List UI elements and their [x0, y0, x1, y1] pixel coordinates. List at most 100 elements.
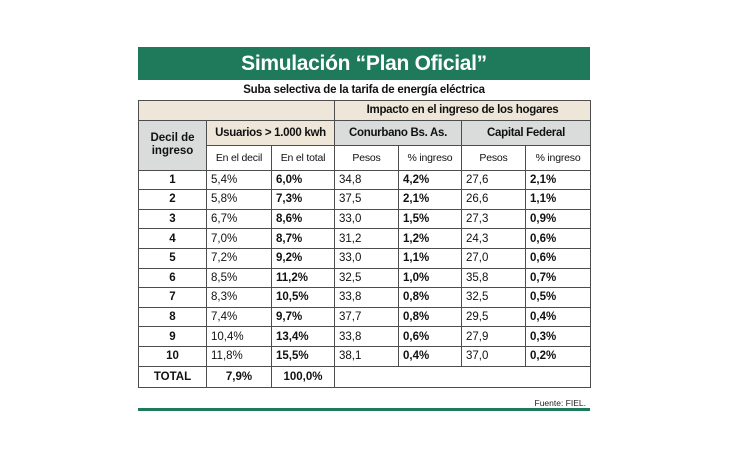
header-usuarios: Usuarios > 1.000 kwh [206, 119, 335, 146]
conurbano-pct-cell: 1,0% [398, 267, 462, 289]
header-pesos-capital: Pesos [461, 144, 526, 171]
subtitle: Suba selectiva de la tarifa de energía e… [243, 84, 485, 96]
header-impacto: Impacto en el ingreso de los hogares [333, 100, 592, 121]
conurbano-pesos-cell: 31,2 [334, 228, 399, 249]
en-decil-cell: 7,2% [206, 247, 272, 269]
conurbano-pct-cell: 0,4% [398, 345, 462, 367]
data-rows: 1 5,4% 6,0% 34,8 4,2% 27,6 2,1% 2 5,8% 7,3% 37,5 2,… [138, 169, 592, 367]
header-row-impacto: Impacto en el ingreso de los hogares [138, 100, 592, 121]
page-title: Simulación “Plan Oficial” [241, 51, 487, 75]
decil-cell: 4 [138, 228, 207, 249]
en-decil-cell: 6,7% [206, 208, 272, 230]
capital-pct-cell: 1,1% [524, 189, 592, 210]
capital-pesos-cell: 27,9 [461, 326, 526, 347]
en-total-cell: 6,0% [271, 169, 335, 191]
conurbano-pct-cell: 0,8% [398, 287, 462, 308]
table-row: 3 6,7% 8,6% 33,0 1,5% 27,3 0,9% [138, 208, 592, 230]
decil-cell: 7 [138, 287, 207, 308]
en-decil-cell: 11,8% [206, 345, 272, 367]
conurbano-pct-cell: 4,2% [398, 169, 462, 191]
en-total-cell: 10,5% [271, 287, 335, 308]
capital-pesos-cell: 32,5 [461, 287, 526, 308]
conurbano-pesos-cell: 33,0 [334, 247, 399, 269]
en-total-cell: 8,7% [271, 228, 335, 249]
decil-cell: 6 [138, 267, 207, 289]
conurbano-pesos-cell: 38,1 [334, 345, 399, 367]
decil-cell: 2 [138, 189, 207, 210]
capital-pct-cell: 0,2% [524, 345, 592, 367]
decil-cell: 9 [138, 326, 207, 347]
capital-pct-cell: 0,5% [524, 287, 592, 308]
conurbano-pesos-cell: 33,0 [334, 208, 399, 230]
capital-pesos-cell: 27,6 [461, 169, 526, 191]
capital-pesos-cell: 26,6 [461, 189, 526, 210]
decil-cell: 1 [138, 169, 207, 191]
capital-pesos-cell: 29,5 [461, 306, 526, 328]
conurbano-pct-cell: 0,8% [398, 306, 462, 328]
conurbano-pesos-cell: 33,8 [334, 326, 399, 347]
conurbano-pct-cell: 0,6% [398, 326, 462, 347]
header-row-sub: En el decil En el total Pesos % ingreso … [139, 144, 592, 171]
header-decil: Decil de ingreso [138, 119, 207, 171]
conurbano-pesos-cell: 34,8 [334, 169, 399, 191]
total-row: TOTAL 7,9% 100,0% [138, 365, 592, 388]
capital-pct-cell: 0,6% [524, 228, 592, 249]
table-row: 1 5,4% 6,0% 34,8 4,2% 27,6 2,1% [138, 169, 592, 191]
source-note: Fuente: FIEL. [534, 398, 587, 408]
title-bar: Simulación “Plan Oficial” [138, 47, 590, 80]
en-decil-cell: 8,5% [206, 267, 272, 289]
capital-pct-cell: 0,9% [524, 208, 592, 230]
en-decil-cell: 8,3% [206, 287, 272, 308]
conurbano-pct-cell: 2,1% [398, 189, 462, 210]
header-conurbano: Conurbano Bs. As. [334, 119, 462, 146]
capital-pct-cell: 2,1% [524, 169, 592, 191]
conurbano-pct-cell: 1,2% [398, 228, 462, 249]
table-row: 10 11,8% 15,5% 38,1 0,4% 37,0 0,2% [138, 345, 592, 367]
capital-pesos-cell: 37,0 [461, 345, 526, 367]
infographic-panel: Simulación “Plan Oficial” Suba selectiva… [138, 47, 592, 411]
header-en-total: En el total [271, 144, 335, 171]
en-decil-cell: 7,4% [206, 306, 272, 328]
table-row: 2 5,8% 7,3% 37,5 2,1% 26,6 1,1% [138, 189, 592, 210]
total-en-total: 100,0% [271, 365, 335, 388]
en-total-cell: 15,5% [271, 345, 335, 367]
en-total-cell: 8,6% [271, 208, 335, 230]
total-label: TOTAL [138, 365, 207, 388]
capital-pesos-cell: 35,8 [461, 267, 526, 289]
bottom-rule [138, 408, 590, 411]
total-en-decil: 7,9% [206, 365, 272, 388]
en-decil-cell: 5,4% [206, 169, 272, 191]
conurbano-pesos-cell: 32,5 [334, 267, 399, 289]
en-decil-cell: 5,8% [206, 189, 272, 210]
conurbano-pesos-cell: 37,7 [334, 306, 399, 328]
table-row: 6 8,5% 11,2% 32,5 1,0% 35,8 0,7% [138, 267, 592, 289]
table-row: 7 8,3% 10,5% 33,8 0,8% 32,5 0,5% [138, 287, 592, 308]
en-total-cell: 7,3% [271, 189, 335, 210]
header-pct-conurbano: % ingreso [398, 144, 462, 171]
header-blank [138, 100, 335, 121]
header-pesos-conurbano: Pesos [334, 144, 399, 171]
en-total-cell: 9,7% [271, 306, 335, 328]
capital-pct-cell: 0,4% [524, 306, 592, 328]
conurbano-pesos-cell: 33,8 [334, 287, 399, 308]
header-en-decil: En el decil [206, 144, 272, 171]
en-total-cell: 13,4% [271, 326, 335, 347]
en-total-cell: 11,2% [271, 267, 335, 289]
table-row: 8 7,4% 9,7% 37,7 0,8% 29,5 0,4% [138, 306, 592, 328]
data-table: Impacto en el ingreso de los hogares Dec… [138, 100, 592, 388]
capital-pct-cell: 0,3% [524, 326, 592, 347]
capital-pesos-cell: 27,0 [461, 247, 526, 269]
capital-pct-cell: 0,7% [524, 267, 592, 289]
conurbano-pct-cell: 1,1% [398, 247, 462, 269]
total-blank [333, 365, 592, 388]
conurbano-pct-cell: 1,5% [398, 208, 462, 230]
en-decil-cell: 7,0% [206, 228, 272, 249]
capital-pct-cell: 0,6% [524, 247, 592, 269]
capital-pesos-cell: 24,3 [461, 228, 526, 249]
decil-cell: 10 [138, 345, 207, 367]
table-row: 4 7,0% 8,7% 31,2 1,2% 24,3 0,6% [138, 228, 592, 249]
header-row-groups: Decil de ingreso Usuarios > 1.000 kwh Co… [138, 119, 592, 171]
table-row: 9 10,4% 13,4% 33,8 0,6% 27,9 0,3% [138, 326, 592, 347]
header-pct-capital: % ingreso [524, 144, 592, 171]
conurbano-pesos-cell: 37,5 [334, 189, 399, 210]
